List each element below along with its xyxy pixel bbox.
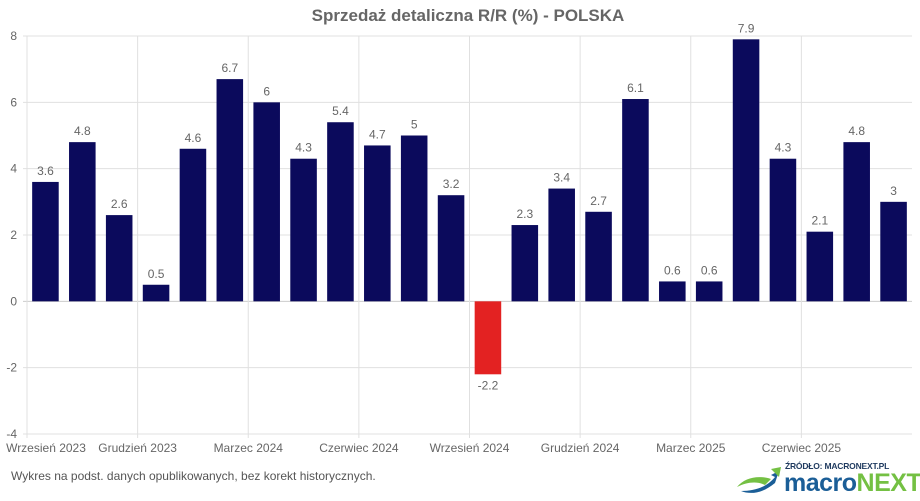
chart-title: Sprzedaż detaliczna R/R (%) - POLSKA — [312, 6, 625, 25]
bar — [511, 225, 539, 302]
y-tick-label: -2 — [6, 361, 17, 375]
y-tick-label: 0 — [10, 294, 17, 308]
data-label: -2.2 — [478, 378, 499, 392]
logo-word-macro: macro — [784, 469, 857, 497]
data-label: 4.7 — [369, 127, 386, 141]
x-axis: Wrzesień 2023 Grudzień 2023 Marzec 2024 Cze… — [6, 441, 841, 455]
bar — [695, 281, 723, 302]
data-label: 5.4 — [332, 104, 349, 118]
bar — [437, 195, 465, 302]
y-tick-label: -4 — [6, 427, 17, 441]
source-label: ŹRÓDŁO: MACRONEXT.PL — [785, 461, 890, 471]
bar — [843, 142, 870, 302]
bar — [548, 188, 575, 302]
bars — [32, 39, 907, 375]
data-labels: 3.6 4.8 2.6 0.5 4.6 6.7 6 4.3 5.4 4.7 5 3.2 -2.2 2.3 3… — [37, 21, 897, 392]
x-tick-label: Czerwiec 2025 — [762, 441, 842, 455]
y-tick-label: 4 — [10, 162, 17, 176]
bar — [732, 39, 760, 302]
logo-swoosh-icon — [737, 467, 781, 493]
data-label: 2.3 — [516, 207, 533, 221]
bar — [216, 79, 244, 302]
data-label: 4.3 — [295, 141, 312, 155]
bar — [659, 281, 686, 302]
y-tick-label: 6 — [10, 95, 17, 109]
y-tick-label: 2 — [10, 228, 17, 242]
y-tick-label: 8 — [10, 29, 17, 43]
bar — [142, 284, 170, 302]
bar — [179, 148, 207, 302]
data-label: 6.7 — [221, 61, 238, 75]
x-tick-label: Wrzesień 2024 — [430, 441, 510, 455]
bar — [105, 215, 133, 302]
bar — [290, 158, 317, 302]
grid — [23, 35, 912, 438]
data-label: 6 — [263, 84, 270, 98]
footnote: Wykres na podst. danych opublikowanych, … — [11, 469, 376, 483]
data-label: 0.6 — [701, 263, 718, 277]
x-tick-label: Czerwiec 2024 — [319, 441, 399, 455]
x-tick-label: Grudzień 2024 — [541, 441, 620, 455]
data-label: 6.1 — [627, 81, 644, 95]
bar — [880, 201, 907, 302]
x-tick-label: Marzec 2024 — [214, 441, 284, 455]
data-label: 4.8 — [74, 124, 91, 138]
macronext-logo: ŹRÓDŁO: MACRONEXT.PL macroNEXT — [735, 461, 920, 499]
bar — [253, 102, 280, 302]
x-tick-label: Wrzesień 2023 — [6, 441, 86, 455]
bar — [400, 135, 428, 302]
bar — [32, 181, 59, 302]
bar — [806, 231, 834, 302]
data-label: 2.1 — [811, 214, 828, 228]
bar — [364, 145, 391, 302]
logo-wordmark: macroNEXT — [784, 469, 920, 497]
data-label: 2.7 — [590, 194, 607, 208]
data-label: 3.6 — [37, 164, 54, 178]
data-label: 3.2 — [443, 177, 460, 191]
data-label: 4.6 — [185, 131, 202, 145]
x-tick-label: Marzec 2025 — [656, 441, 726, 455]
data-label: 3 — [890, 184, 897, 198]
logo-word-next: NEXT — [856, 469, 920, 497]
data-label: 0.6 — [664, 263, 681, 277]
data-label: 3.4 — [553, 171, 570, 185]
bar — [474, 301, 502, 375]
data-label: 0.5 — [148, 267, 165, 281]
bar — [69, 142, 96, 302]
data-label: 4.8 — [848, 124, 865, 138]
y-axis: -4 -2 0 2 4 6 8 — [6, 29, 17, 441]
data-label: 5 — [411, 118, 418, 132]
x-tick-label: Grudzień 2023 — [98, 441, 177, 455]
bar — [769, 158, 797, 302]
bar — [327, 122, 354, 302]
bar — [622, 99, 649, 302]
bar — [585, 211, 612, 302]
data-label: 2.6 — [111, 197, 128, 211]
data-label: 4.3 — [775, 141, 792, 155]
data-label: 7.9 — [738, 21, 755, 35]
